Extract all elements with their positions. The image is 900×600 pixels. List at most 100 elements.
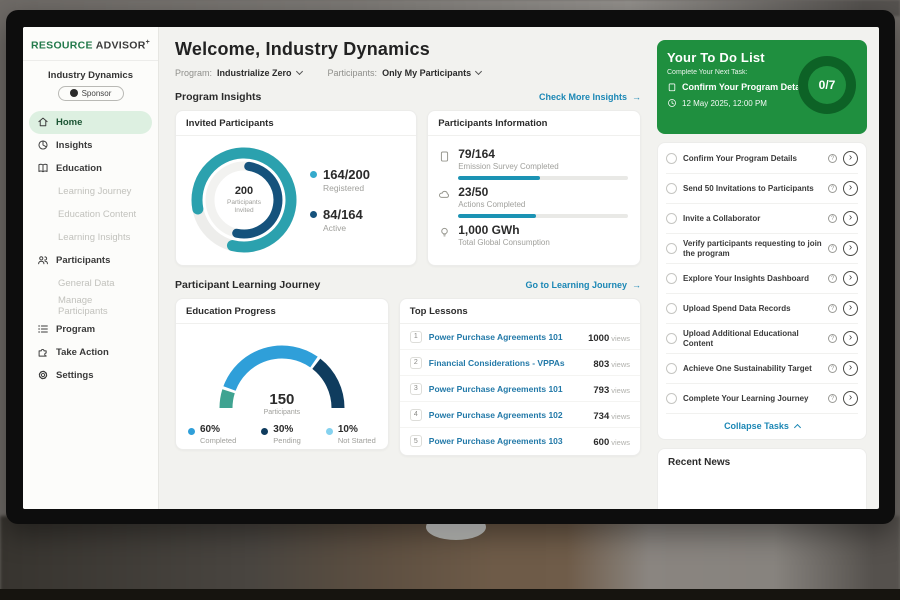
task-go-button[interactable]: › <box>843 301 858 316</box>
task-checkbox[interactable] <box>666 363 677 374</box>
legend-item-pending: 30% Pending <box>261 424 301 445</box>
todo-header-card: Your To Do List Complete Your Next Task:… <box>657 40 867 134</box>
legend-value: 60% <box>200 424 221 435</box>
chevron-down-icon <box>475 67 483 76</box>
invited-participants-body: 200 Participants Invited 164/200 Registe… <box>176 136 416 256</box>
task-row: Achieve One Sustainability Target ? › <box>666 354 858 384</box>
gauge-arcs <box>219 345 345 409</box>
recent-news-card: Recent News <box>657 448 867 509</box>
card-title: Participants Information <box>428 111 640 136</box>
lesson-row: 3 Power Purchase Agreements 101 793 views <box>399 376 640 402</box>
go-to-learning-journey-link[interactable]: Go to Learning Journey → <box>525 280 641 290</box>
views-suffix: views <box>611 438 630 447</box>
todo-tasks-card: Confirm Your Program Details ? › Send 50… <box>657 142 867 440</box>
program-label: Program: <box>175 68 213 78</box>
sidebar-item-label: Settings <box>56 369 94 381</box>
page-title: Welcome, Industry Dynamics <box>175 39 430 59</box>
task-go-button[interactable]: › <box>843 151 858 166</box>
sidebar-item-general-data[interactable]: General Data <box>29 272 152 295</box>
lesson-views: 793 <box>593 384 610 396</box>
task-go-button[interactable]: › <box>843 181 858 196</box>
take-action-icon <box>38 349 47 357</box>
sidebar-item-education[interactable]: Education <box>29 157 152 180</box>
task-checkbox[interactable] <box>666 243 677 254</box>
legend-item-completed: 60% Completed <box>188 424 236 445</box>
participants-icon <box>38 256 48 265</box>
task-go-button[interactable]: › <box>843 391 858 406</box>
education-progress-card: Education Progress 150 Participants 60% … <box>175 298 389 450</box>
info-icon: ? <box>828 214 837 223</box>
collapse-tasks-link[interactable]: Collapse Tasks <box>666 414 858 437</box>
lesson-link[interactable]: Power Purchase Agreements 101 <box>428 331 563 342</box>
views-suffix: views <box>611 385 630 395</box>
arrow-right-icon: → <box>632 280 641 290</box>
program-icon <box>38 325 48 333</box>
task-row: Invite a Collaborator ? › <box>666 204 858 234</box>
task-label: Upload Additional Educational Content <box>683 328 799 348</box>
participants-information-body: 79/164 Emission Survey Completed 23/50 A… <box>428 136 640 247</box>
lesson-link[interactable]: Power Purchase Agreements 103 <box>428 436 563 446</box>
info-row-actions: 23/50 Actions Completed <box>438 185 628 218</box>
lesson-link[interactable]: Financial Considerations - VPPAs <box>428 357 565 368</box>
todo-due-date: 12 May 2025, 12:00 PM <box>667 98 857 108</box>
task-go-button[interactable]: › <box>843 241 858 256</box>
education-gauge-chart: 150 Participants <box>207 332 357 416</box>
lesson-link[interactable]: Power Purchase Agreements 101 <box>428 383 563 394</box>
task-checkbox[interactable] <box>666 213 677 224</box>
learning-cards-row: Education Progress 150 Participants 60% … <box>175 298 641 456</box>
learning-journey-header: Participant Learning Journey Go to Learn… <box>175 279 641 291</box>
info-icon: ? <box>828 394 837 403</box>
background-bottom-strip <box>0 589 900 600</box>
card-title: Top Lessons <box>399 299 640 324</box>
sidebar-item-home[interactable]: Home <box>29 110 152 134</box>
sidebar-item-settings[interactable]: Settings <box>29 364 152 387</box>
check-more-insights-link[interactable]: Check More Insights → <box>539 92 641 102</box>
todo-next-task: Confirm Your Program Details <box>667 82 857 92</box>
chevron-up-icon <box>793 423 801 432</box>
sidebar-item-take-action[interactable]: Take Action <box>29 341 152 364</box>
task-checkbox[interactable] <box>666 273 677 284</box>
sidebar-item-learning-insights[interactable]: Learning Insights <box>29 226 152 249</box>
program-dropdown[interactable]: Program: Industrialize Zero <box>175 67 303 78</box>
info-icon: ? <box>828 184 837 193</box>
legend-value: 164/200 <box>323 167 370 182</box>
info-label: Emission Survey Completed <box>458 162 559 171</box>
task-go-button[interactable]: › <box>843 331 858 346</box>
task-checkbox[interactable] <box>666 303 677 314</box>
task-row: Verify participants requesting to join t… <box>666 234 858 264</box>
task-label: Complete Your Learning Journey <box>683 393 809 403</box>
task-checkbox[interactable] <box>666 333 677 344</box>
task-go-button[interactable]: › <box>843 271 858 286</box>
lesson-row: 5 Power Purchase Agreements 103 600 views <box>400 428 640 454</box>
link-label: Go to Learning Journey <box>525 280 627 290</box>
task-go-button[interactable]: › <box>843 211 858 226</box>
task-checkbox[interactable] <box>666 183 677 194</box>
participants-dropdown[interactable]: Participants: Only My Participants <box>328 67 483 78</box>
sidebar-item-education-content[interactable]: Education Content <box>29 203 152 226</box>
info-row-consumption: 1,000 GWh Total Global Consumption <box>438 223 628 247</box>
lesson-rank: 4 <box>409 408 422 421</box>
sidebar-item-label: General Data <box>58 277 115 289</box>
task-checkbox[interactable] <box>666 393 677 404</box>
lesson-link[interactable]: Power Purchase Agreements 102 <box>428 409 563 420</box>
donut-center-value: 200 <box>234 184 254 197</box>
info-value: 23/50 <box>458 185 489 199</box>
sidebar-item-learning-journey[interactable]: Learning Journey <box>29 180 152 203</box>
sidebar: RESOURCE ADVISOR+ Industry Dynamics Spon… <box>23 27 159 509</box>
logo-advisor: ADVISOR <box>95 39 146 52</box>
sidebar-item-manage-participants[interactable]: Manage Participants <box>29 295 152 318</box>
task-checkbox[interactable] <box>666 153 677 164</box>
section-title: Participant Learning Journey <box>175 279 321 291</box>
task-go-button[interactable]: › <box>843 361 858 376</box>
legend-label: Completed <box>200 436 237 445</box>
legend-label: Not Started <box>337 436 376 445</box>
info-value: 79/164 <box>458 147 495 161</box>
donut-legend: 164/200 Registered 84/164 Active <box>310 167 370 233</box>
task-label: Invite a Collaborator <box>683 213 761 223</box>
views-suffix: views <box>611 333 630 343</box>
sidebar-item-participants[interactable]: Participants <box>29 249 152 272</box>
todo-due-label: 12 May 2025, 12:00 PM <box>682 98 767 108</box>
sidebar-item-label: Participants <box>56 254 111 266</box>
sidebar-item-insights[interactable]: Insights <box>29 134 152 157</box>
sidebar-item-program[interactable]: Program <box>29 318 152 341</box>
